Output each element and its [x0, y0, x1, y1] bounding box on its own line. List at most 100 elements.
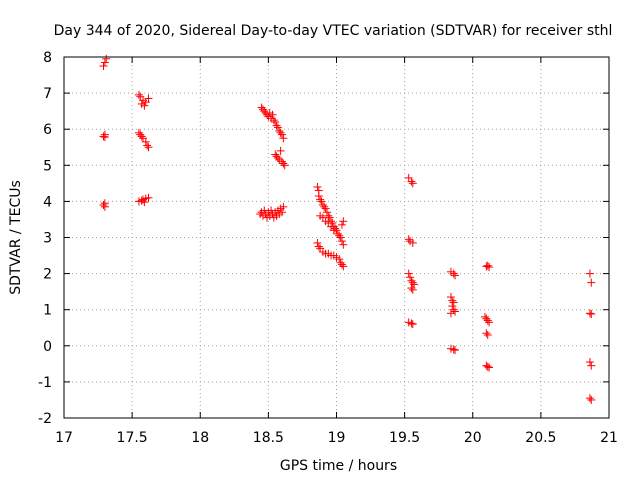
data-point [407, 177, 416, 186]
data-point [339, 217, 348, 226]
data-point [279, 159, 288, 168]
data-point [314, 191, 323, 200]
data-point [260, 206, 269, 215]
data-point [585, 309, 594, 318]
data-point [587, 278, 596, 287]
data-point [407, 319, 416, 328]
data-point [446, 309, 455, 318]
data-point [316, 195, 325, 204]
data-point [587, 395, 596, 404]
data-point [485, 263, 494, 272]
data-point [317, 197, 326, 206]
data-point [408, 238, 417, 247]
data-point [144, 143, 153, 152]
x-tick-label: 18.5 [253, 430, 284, 446]
data-point [99, 62, 108, 71]
data-point [482, 329, 491, 338]
data-point [331, 224, 340, 233]
data-point [339, 240, 348, 249]
data-point [267, 206, 276, 215]
data-point [273, 154, 282, 163]
data-point [335, 255, 344, 264]
data-point [408, 285, 417, 294]
data-point [134, 90, 143, 99]
data-point [485, 363, 494, 372]
data-point [278, 130, 286, 139]
data-point [320, 202, 329, 211]
data-point [587, 361, 596, 370]
x-tick-label: 17 [55, 430, 73, 446]
x-tick-label: 20 [464, 430, 482, 446]
y-tick-label: 5 [43, 158, 52, 174]
y-axis-label: SDTVAR / TECUs [8, 180, 24, 295]
data-point [446, 293, 455, 302]
data-point [451, 271, 460, 280]
x-tick-labels: 17 17.5 18 18.5 19 19.5 20 20.5 21 [55, 430, 618, 446]
data-points [99, 54, 596, 404]
data-point [322, 208, 331, 217]
data-point [449, 298, 458, 307]
data-point [449, 345, 458, 354]
data-point [451, 307, 460, 316]
data-point [99, 201, 108, 210]
data-point [325, 213, 334, 222]
data-point [313, 238, 322, 247]
x-tick-label: 19.5 [389, 430, 420, 446]
x-axis-label: GPS time / hours [280, 458, 397, 474]
data-point [279, 202, 288, 211]
y-tick-label: 0 [43, 339, 52, 355]
data-point [269, 116, 278, 125]
data-point [280, 161, 289, 170]
data-point [407, 284, 416, 293]
data-point [587, 310, 596, 319]
data-point [448, 302, 457, 311]
data-point [143, 141, 152, 150]
data-point [144, 94, 153, 103]
data-point [273, 123, 282, 132]
data-point [449, 269, 458, 278]
data-point [279, 134, 288, 143]
data-point [314, 242, 323, 251]
data-point [100, 199, 109, 208]
data-point [585, 358, 594, 367]
data-point [99, 132, 108, 141]
data-point [408, 179, 417, 188]
data-point [335, 231, 344, 240]
data-point [140, 101, 149, 110]
data-point [272, 121, 281, 130]
data-point [329, 226, 338, 235]
data-point [408, 320, 417, 329]
y-tick-label: -2 [38, 411, 52, 427]
chart-title: Day 344 of 2020, Sidereal Day-to-day VTE… [54, 23, 613, 39]
y-tick-label: 7 [43, 86, 52, 102]
x-tick-label: 20.5 [525, 430, 556, 446]
data-point [451, 346, 460, 355]
data-point [337, 220, 346, 229]
data-point [585, 269, 594, 278]
data-point [268, 110, 277, 119]
data-point [137, 132, 146, 141]
y-tick-label: 1 [43, 303, 52, 319]
y-tick-label: 8 [43, 50, 52, 66]
x-tick-label: 17.5 [117, 430, 148, 446]
data-point [483, 330, 492, 339]
data-point [276, 128, 285, 137]
data-point [483, 362, 492, 371]
y-tick-label: 3 [43, 231, 52, 247]
data-point [271, 117, 280, 126]
data-point [336, 233, 345, 242]
x-tick-label: 19 [328, 430, 346, 446]
data-point [324, 211, 333, 220]
x-tick-label: 18 [191, 430, 209, 446]
grid-lines [64, 57, 609, 418]
data-point [337, 237, 346, 246]
data-point [102, 54, 111, 63]
data-point [278, 208, 286, 217]
data-point [337, 260, 346, 269]
data-point [585, 394, 594, 403]
data-point [144, 193, 153, 202]
data-point [404, 235, 413, 244]
data-point [141, 137, 150, 146]
y-tick-label: 2 [43, 267, 52, 283]
